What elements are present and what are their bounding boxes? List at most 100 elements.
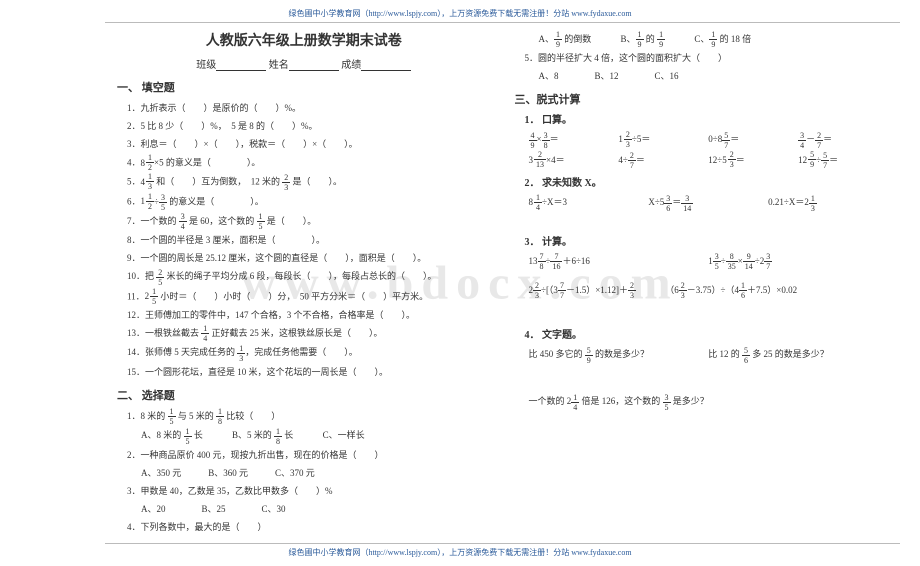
- choice-q3: 3．甲数是 40，乙数是 35，乙数比甲数多（ ）%: [127, 482, 491, 500]
- w1-pre: 比 450 多它的: [529, 349, 585, 359]
- unknown-row: 814÷X＝3 X÷536＝314 0.21÷X＝213: [529, 192, 889, 212]
- column-right: A、19 的倒数 B、19 的 19 C、19 的 18 倍 5．圆的半径扩大 …: [503, 30, 901, 536]
- c1b-pre: B、5 米的: [232, 430, 274, 440]
- frac-3-4: 34: [179, 212, 187, 231]
- c4a: A、19 的倒数: [539, 34, 592, 44]
- oral-row2: 3213×4＝ 4÷27＝ 12÷523＝ 1259÷57＝: [529, 150, 889, 170]
- frac-1-1-2: 112: [141, 192, 155, 211]
- q5-pre: 5．: [127, 177, 141, 187]
- q7-pre: 7．一个数的: [127, 216, 179, 226]
- frac-1-8b: 18: [274, 427, 282, 446]
- section-3: 三、脱式计算: [515, 91, 889, 107]
- c4b: B、19 的 19: [621, 34, 666, 44]
- frac-8-1-2: 812: [141, 153, 155, 172]
- w3-pre: 一个数的: [529, 396, 567, 406]
- q6-pre: 6．: [127, 196, 141, 206]
- calc-long-row: 223÷[（377－1.5）×1.12]＋23 （623－3.75）÷（416＋…: [529, 281, 889, 300]
- q7-post: 是（ ）。: [265, 216, 317, 226]
- fill-q13: 13．一根铁丝截去 14 正好截去 25 米，这根铁丝原长是（ ）。: [127, 324, 491, 343]
- c4c: C、19 的 18 倍: [694, 34, 751, 44]
- c1a: A、8 米的 15 长: [141, 430, 203, 440]
- header-link[interactable]: 绿色圃中小学教育网（http://www.lspjy.com），上万资源免费下载…: [288, 8, 631, 19]
- w2-post: 多 25 的数是多少？: [750, 349, 829, 359]
- c4c-pre: C、: [694, 34, 709, 44]
- frac-3-5: 35: [159, 193, 167, 212]
- name-blank: [289, 59, 339, 71]
- frac-1-9b: 19: [636, 30, 644, 49]
- q11-mid: 小时＝（ ）小时（ ）分， 50 平方分米＝（ ）平方米。: [158, 291, 428, 301]
- frac-1-5: 15: [257, 212, 265, 231]
- subsection-word: 4． 文字题。: [525, 326, 889, 341]
- score-label: 成绩: [341, 60, 361, 71]
- footer-link[interactable]: 绿色圃中小学教育网（http://www.lspjy.com），上万资源免费下载…: [288, 547, 631, 558]
- page: 人教版六年级上册数学期末试卷 班级 姓名 成绩 一、 填空题 1．九折表示（ ）…: [0, 0, 920, 566]
- frac-4-1-3: 413: [141, 172, 155, 191]
- fill-q2: 2．5 比 8 少（ ）%， 5 是 8 的（ ）%。: [127, 117, 491, 135]
- c1a-post: 长: [192, 430, 203, 440]
- exam-title: 人教版六年级上册数学期末试卷: [117, 30, 491, 50]
- c3c: C、30: [262, 504, 286, 514]
- fill-q12: 12．王师傅加工的零件中，147 个合格，3 个不合格，合格率是（ ）。: [127, 306, 491, 324]
- choice-q2-opts: A、350 元 B、360 元 C、370 元: [141, 464, 491, 482]
- fill-q1: 1．九折表示（ ）是原价的（ ）%。: [127, 99, 491, 117]
- c3b: B、25: [202, 504, 226, 514]
- c5c: C、16: [655, 71, 679, 81]
- oral1: 49×38＝: [529, 129, 619, 149]
- calc4: （623－3.75）÷（416＋7.5）×0.02: [665, 285, 797, 295]
- c1-post: 比较（ ）: [224, 411, 280, 421]
- c5b: B、12: [595, 71, 619, 81]
- w3-mid: 倍是 126，这个数的: [579, 396, 662, 406]
- w1-post: 的数是多少？: [593, 349, 649, 359]
- oral2: 123÷5＝: [618, 129, 708, 149]
- c4c-post: 的 18 倍: [717, 34, 751, 44]
- frac-1-8: 18: [216, 407, 224, 426]
- choice-q5: 5．圆的半径扩大 4 倍，这个圆的面积扩大（ ）: [525, 49, 889, 67]
- section-1: 一、 填空题: [117, 79, 491, 95]
- fill-q8: 8．一个圆的半径是 3 厘米，面积是（ ）。: [127, 231, 491, 249]
- fill-q11: 11．215 小时＝（ ）小时（ ）分， 50 平方分米＝（ ）平方米。: [127, 287, 491, 306]
- class-label: 班级: [196, 60, 216, 71]
- q14-pre: 14．张师傅 5 天完成任务的: [127, 347, 237, 357]
- fill-q14: 14．张师傅 5 天完成任务的 13，完成任务他需要（ ）。: [127, 343, 491, 362]
- oral8: 1259÷57＝: [798, 150, 888, 170]
- c4b-mid: 的: [644, 34, 658, 44]
- c1c: C、一样长: [323, 430, 365, 440]
- c4a-pre: A、: [539, 34, 555, 44]
- choice-q1-opts: A、8 米的 15 长 B、5 米的 18 长 C、一样长: [141, 426, 491, 445]
- choice-q3-opts: A、20 B、25 C、30: [141, 500, 491, 518]
- frac-2-1-5: 215: [145, 287, 159, 306]
- choice-q4-opts: A、19 的倒数 B、19 的 19 C、19 的 18 倍: [539, 30, 889, 49]
- fill-q6: 6．112÷35 的意义是（ ）。: [127, 192, 491, 212]
- frac-1-5b: 15: [168, 407, 176, 426]
- choice-q5-opts: A、8 B、12 C、16: [539, 67, 889, 85]
- oral-row1: 49×38＝ 123÷5＝ 0÷857＝ 34－27＝: [529, 129, 889, 149]
- ux2: X÷536＝314: [648, 192, 768, 212]
- oral3: 0÷857＝: [708, 129, 798, 149]
- ux3: 0.21÷X＝213: [768, 192, 888, 212]
- q7-mid: 是 60，这个数的: [187, 216, 257, 226]
- w2-pre: 比 12 的: [708, 349, 742, 359]
- oral6: 4÷27＝: [618, 150, 708, 170]
- word3: 一个数的 214 倍是 126，这个数的 35 是多少？: [529, 396, 709, 406]
- oral4: 34－27＝: [798, 129, 888, 149]
- calc1: 1378÷716＋6÷16: [529, 251, 709, 271]
- calc2: 135÷835×914÷237: [708, 251, 888, 271]
- word-row2: 一个数的 214 倍是 126，这个数的 35 是多少？: [529, 393, 889, 412]
- q13-mid: 正好截去 25 米，这根铁丝原长是（ ）。: [209, 328, 382, 338]
- c4b-pre: B、: [621, 34, 636, 44]
- c2a: A、350 元: [141, 468, 181, 478]
- name-label: 姓名: [269, 60, 289, 71]
- c1-pre: 1．8 米的: [127, 411, 168, 421]
- fill-q4: 4．812×5 的意义是（ ）。: [127, 153, 491, 172]
- word2: 比 12 的 56 多 25 的数是多少？: [708, 344, 888, 364]
- class-blank: [216, 59, 266, 71]
- class-line: 班级 姓名 成绩: [117, 56, 491, 71]
- c1-mid: 与 5 米的: [176, 411, 217, 421]
- c1b-post: 长: [282, 430, 293, 440]
- column-left: 人教版六年级上册数学期末试卷 班级 姓名 成绩 一、 填空题 1．九折表示（ ）…: [105, 30, 503, 536]
- frac-1-9: 19: [554, 30, 562, 49]
- c5a: A、8: [539, 71, 559, 81]
- q5-mid: 和（ ）互为倒数， 12 米的: [154, 177, 282, 187]
- c1b: B、5 米的 18 长: [232, 430, 293, 440]
- frac-1-9c: 19: [657, 30, 665, 49]
